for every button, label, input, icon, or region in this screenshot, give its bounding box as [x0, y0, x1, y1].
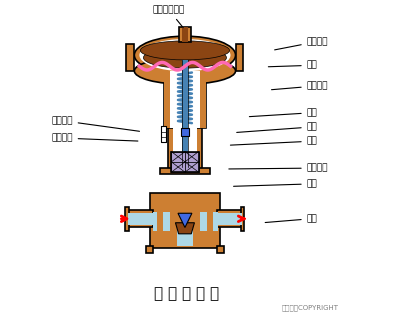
Text: 阀座: 阀座: [265, 214, 317, 223]
Text: 行程刻度: 行程刻度: [51, 134, 138, 143]
Bar: [171, 152, 199, 172]
Bar: [168, 128, 202, 172]
Bar: [146, 247, 153, 253]
Bar: [128, 210, 153, 227]
Bar: [179, 27, 191, 42]
Bar: [171, 162, 185, 172]
Text: 膜室上腔: 膜室上腔: [275, 37, 328, 50]
Bar: [182, 60, 188, 167]
Bar: [180, 128, 189, 136]
Bar: [164, 71, 170, 128]
Polygon shape: [178, 213, 192, 227]
Bar: [236, 44, 243, 71]
Bar: [157, 207, 163, 232]
Text: 推杆: 推杆: [237, 122, 317, 132]
Ellipse shape: [134, 58, 236, 84]
Text: 阀芯: 阀芯: [233, 179, 317, 189]
Ellipse shape: [141, 41, 229, 60]
Ellipse shape: [134, 36, 236, 74]
Bar: [159, 168, 210, 174]
Ellipse shape: [139, 39, 231, 71]
Text: 膜片: 膜片: [268, 61, 317, 70]
Bar: [170, 71, 200, 128]
FancyBboxPatch shape: [150, 193, 220, 248]
Bar: [127, 44, 134, 71]
Text: 行程指针: 行程指针: [51, 116, 139, 131]
Bar: [125, 207, 129, 231]
Text: 阀杆: 阀杆: [231, 137, 317, 146]
Bar: [161, 126, 166, 142]
Bar: [185, 152, 199, 162]
Ellipse shape: [143, 47, 226, 68]
Bar: [153, 212, 170, 231]
Text: 气 动 薄 膜 阀: 气 动 薄 膜 阀: [154, 286, 219, 301]
Bar: [177, 226, 193, 247]
Bar: [217, 213, 242, 225]
Bar: [171, 152, 185, 162]
Text: 弹簧: 弹簧: [249, 108, 317, 117]
Bar: [241, 207, 245, 231]
Bar: [185, 162, 199, 172]
Bar: [217, 247, 224, 253]
Bar: [200, 71, 206, 128]
Text: 压力信号入口: 压力信号入口: [153, 5, 185, 28]
Polygon shape: [175, 223, 194, 234]
Bar: [128, 213, 153, 225]
Text: 膜室下腔: 膜室下腔: [272, 81, 328, 90]
Bar: [207, 207, 213, 232]
Bar: [200, 212, 217, 231]
Bar: [217, 210, 242, 227]
Text: 密封填料: 密封填料: [229, 164, 328, 173]
Bar: [173, 128, 196, 172]
Bar: [164, 71, 206, 128]
Bar: [182, 27, 188, 42]
Text: 东方仿真COPYRIGHT: 东方仿真COPYRIGHT: [281, 305, 338, 311]
